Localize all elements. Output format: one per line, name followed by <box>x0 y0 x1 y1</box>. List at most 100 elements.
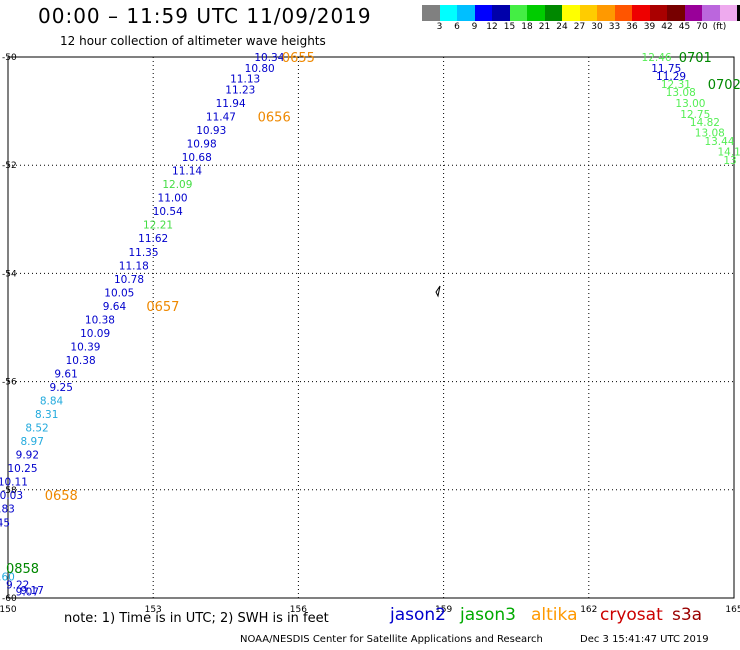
wave-height-value: 14.1 <box>717 147 740 159</box>
latitude-label: -58 <box>2 486 17 496</box>
wave-height-value: 9.92 <box>16 450 39 462</box>
color-scale-tick: 27 <box>573 22 586 32</box>
pass-time-label: 0656 <box>258 111 291 126</box>
wave-height-value: 8.31 <box>35 409 58 421</box>
pass-time-label: 0655 <box>282 51 315 66</box>
wave-height-value: 10.39 <box>70 341 100 353</box>
color-scale-tick: 6 <box>454 22 460 32</box>
land-fragment-mark <box>435 285 441 298</box>
wave-height-value: 11.62 <box>138 233 168 245</box>
color-scale-tick: 42 <box>661 22 673 32</box>
map-grid <box>7 56 735 599</box>
wave-height-value: 14.82 <box>690 117 720 129</box>
wave-height-value: 8.52 <box>25 423 48 435</box>
map-frame <box>7 56 735 599</box>
wave-height-value: 11.13 <box>230 74 260 86</box>
generated-timestamp: Dec 3 15:41:47 UTC 2019 <box>580 634 709 645</box>
wave-height-value: 11.47 <box>206 112 236 124</box>
wave-height-value: 9.61 <box>54 368 77 380</box>
wave-height-value: 11.23 <box>225 84 255 96</box>
color-scale-tick: 21 <box>538 22 551 32</box>
wave-height-value: 13.08 <box>666 87 696 99</box>
wave-height-value: 8.84 <box>40 396 64 408</box>
pass-time-label: 0702 <box>708 78 740 93</box>
wave-height-value: 8.97 <box>21 436 44 448</box>
wave-height-value: 13.00 <box>675 98 705 110</box>
wave-height-value: 9.22 <box>6 579 29 591</box>
color-swatch <box>684 5 702 21</box>
legend-cryosat: cryosat <box>600 605 663 625</box>
longitude-label: 150 <box>0 605 17 615</box>
color-swatch <box>457 5 475 21</box>
wave-height-value: 12.31 <box>661 79 691 91</box>
color-scale-tick: 12 <box>486 22 498 32</box>
pass-time-label: 0701 <box>679 51 712 66</box>
color-swatch <box>562 5 580 21</box>
color-swatch <box>737 5 740 21</box>
color-swatch <box>667 5 685 21</box>
color-scale-tick: 70 <box>696 22 708 32</box>
color-swatch <box>632 5 650 21</box>
wave-height-value: 10.25 <box>7 463 37 475</box>
color-scale-tick: 30 <box>591 22 603 32</box>
wave-height-value: 10.98 <box>187 139 217 151</box>
longitude-label: 156 <box>290 605 307 615</box>
wave-height-value: 9.17 <box>21 585 44 597</box>
color-swatch <box>719 5 737 21</box>
wave-height-value: 10.54 <box>153 206 183 218</box>
wave-height-value: 11.35 <box>128 247 158 259</box>
legend-altika: altika <box>531 605 578 625</box>
color-swatch <box>544 5 562 21</box>
color-swatch <box>474 5 492 21</box>
color-scale-tick: 36 <box>626 22 638 32</box>
wave-height-value: 12.09 <box>162 179 192 191</box>
wave-height-value: 10.38 <box>85 314 115 326</box>
longitude-label: 165 <box>725 605 740 615</box>
latitude-label: -54 <box>2 269 17 279</box>
latitude-label: -50 <box>2 53 17 63</box>
wave-height-value: 10.03 <box>0 490 23 502</box>
color-swatch <box>509 5 527 21</box>
map-subtitle: 12 hour collection of altimeter wave hei… <box>60 34 326 48</box>
wave-height-value: 10.78 <box>114 274 144 286</box>
wave-height-value: 10.09 <box>80 328 110 340</box>
wave-height-value: 9.83 <box>0 504 15 516</box>
wave-height-value: 8.60 <box>0 571 15 583</box>
wave-height-value: 9.45 <box>0 517 10 529</box>
color-swatch <box>614 5 632 21</box>
wave-height-value: 9.07 <box>16 587 39 599</box>
wave-height-value: 11.75 <box>651 63 681 75</box>
wave-height-value: 10.11 <box>0 477 28 489</box>
longitude-label: 159 <box>435 605 452 615</box>
color-swatch <box>597 5 615 21</box>
wave-height-value: 10.38 <box>66 355 96 367</box>
pass-time-label: 0657 <box>146 300 179 315</box>
color-scale-tick: 24 <box>556 22 568 32</box>
color-scale-tick: (ft) <box>712 22 727 32</box>
footnote: note: 1) Time is in UTC; 2) SWH is in fe… <box>64 611 329 626</box>
color-scale-tick: 45 <box>678 22 691 32</box>
wave-height-value: 12.21 <box>143 220 173 232</box>
wave-height-value: 12.46 <box>642 52 672 64</box>
pass-time-label: 0858 <box>6 562 39 577</box>
color-swatch <box>527 5 545 21</box>
color-swatch <box>702 5 720 21</box>
wave-height-value: 13 <box>723 155 736 167</box>
wave-height-value: 10.80 <box>245 63 275 75</box>
wave-height-value: 11.14 <box>172 166 202 178</box>
color-swatch <box>649 5 667 21</box>
wave-height-value: 10.93 <box>196 125 226 137</box>
wave-height-value: 9.25 <box>50 382 73 394</box>
longitude-label: 153 <box>145 605 162 615</box>
map-title: 00:00 – 11:59 UTC 11/09/2019 <box>38 4 372 28</box>
map-axis-labels: 150 153 156 159 162 165 -50 -52 -54 -56 -58 -60 <box>0 53 740 615</box>
color-scale-tick: 15 <box>503 22 516 32</box>
pass-time-label: 0658 <box>45 489 78 504</box>
wave-height-value: 10.05 <box>104 287 134 299</box>
color-scale-tick: 18 <box>521 22 533 32</box>
color-scale-tick: 33 <box>608 22 621 32</box>
color-scale-tick: 39 <box>643 22 656 32</box>
wave-height-value: 13.08 <box>695 128 725 140</box>
longitude-label: 162 <box>580 605 597 615</box>
